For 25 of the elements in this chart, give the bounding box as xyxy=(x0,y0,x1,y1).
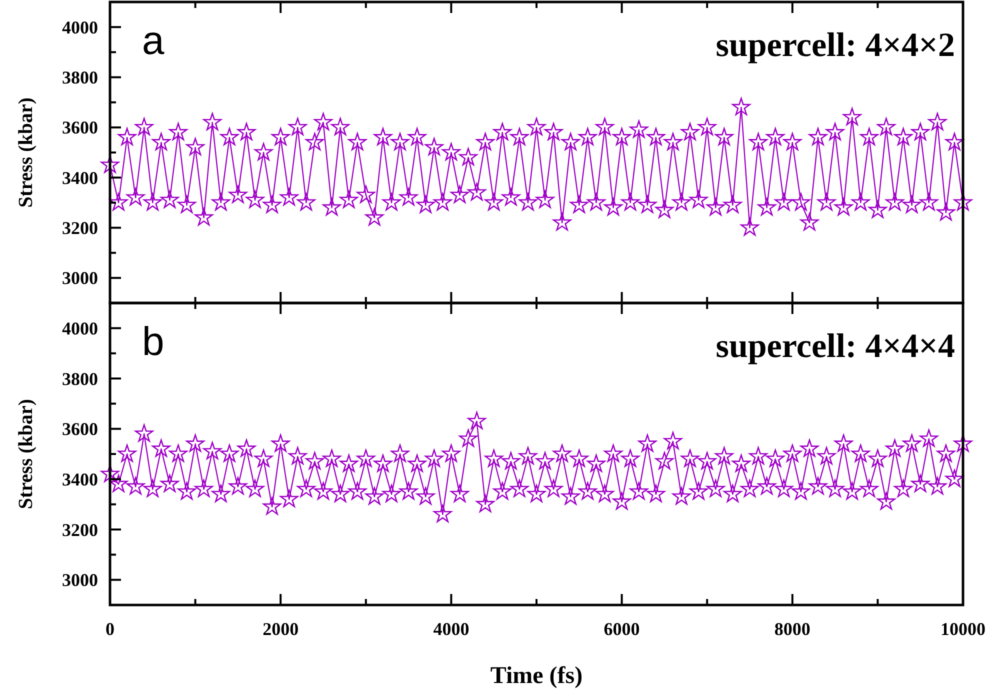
y-axis-title: Stress (kbar) xyxy=(15,398,37,510)
annotation: a xyxy=(142,19,165,63)
y-tick-label: 3200 xyxy=(62,520,98,540)
x-tick-label: 6000 xyxy=(604,619,640,639)
y-tick-label: 3400 xyxy=(62,469,98,490)
y-tick-label: 4000 xyxy=(62,17,98,38)
annotation: b xyxy=(142,320,164,364)
y-tick-label: 3600 xyxy=(62,118,98,138)
annotation: supercell: 4×4×4 xyxy=(716,328,955,365)
y-tick-label: 3800 xyxy=(62,368,98,389)
x-tick-label: 10000 xyxy=(940,619,986,639)
y-tick-label: 3800 xyxy=(62,68,98,88)
annotation: supercell: 4×4×2 xyxy=(716,27,955,64)
y-axis-title: Stress (kbar) xyxy=(15,97,37,208)
y-tick-label: 3400 xyxy=(62,168,98,188)
y-tick-label: 3000 xyxy=(62,268,98,288)
y-tick-label: 4000 xyxy=(62,318,98,338)
x-tick-label: 4000 xyxy=(433,619,470,639)
x-axis-title: Time (fs) xyxy=(490,663,583,689)
y-tick-label: 3200 xyxy=(62,218,98,238)
x-tick-label: 2000 xyxy=(262,619,299,639)
x-tick-label: 0 xyxy=(106,619,114,639)
y-tick-label: 3000 xyxy=(62,570,98,590)
y-tick-label: 3600 xyxy=(62,419,98,440)
x-tick-label: 8000 xyxy=(774,619,810,639)
